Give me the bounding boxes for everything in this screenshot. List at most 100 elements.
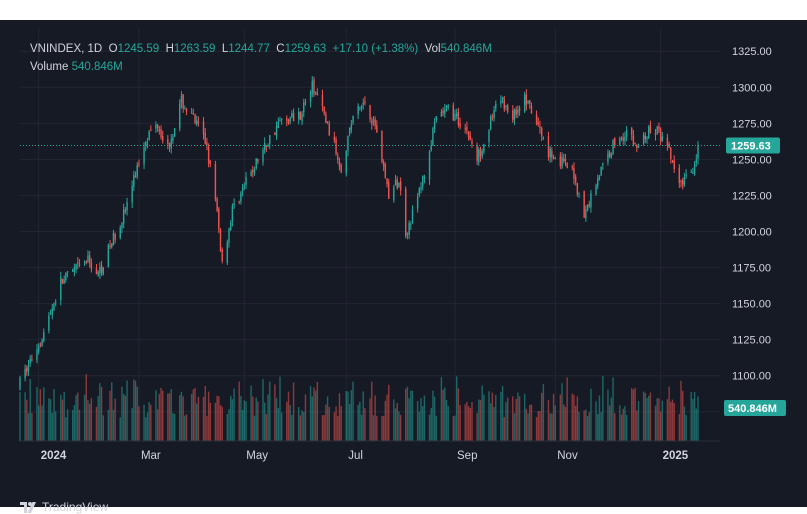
brand-name: TradingView (42, 500, 109, 514)
candle-body (301, 113, 303, 122)
candle-body (275, 126, 278, 136)
volume-bar (656, 398, 658, 441)
candle-body (632, 135, 635, 145)
volume-bar (90, 398, 93, 441)
volume-bar (481, 385, 483, 441)
candle-body (180, 95, 183, 103)
candle-body (313, 79, 315, 95)
candle-body (381, 130, 383, 163)
volume-bar (452, 416, 455, 441)
candle-body (539, 126, 541, 129)
volume-bar (649, 392, 652, 441)
volume-bar (209, 402, 212, 441)
volume-bar (590, 388, 592, 441)
volume-label[interactable]: Volume (30, 61, 69, 73)
volume-bar (185, 414, 188, 441)
candle-body (184, 108, 186, 110)
volume-bar (107, 409, 110, 441)
candle-body (364, 101, 366, 104)
volume-bar (182, 396, 184, 441)
volume-bar (381, 416, 383, 441)
candle-body (478, 149, 480, 163)
candle-body (323, 106, 325, 114)
candle-body (43, 332, 45, 342)
candle-body (112, 232, 115, 245)
candle-body (360, 105, 363, 109)
volume-bar (257, 401, 259, 441)
candle-body (489, 116, 492, 129)
chart-frame: 1325.00 1300.00 1275.00 1250.00 1225.00 1200.… (0, 20, 807, 514)
volume-bar (277, 408, 279, 441)
x-tick-label: Jul (348, 450, 363, 462)
candle-body (228, 228, 230, 243)
candle-body (386, 178, 388, 185)
candle-body (265, 144, 268, 148)
candle-body (190, 112, 193, 114)
volume-bar (262, 378, 264, 441)
x-tick-label: Nov (557, 450, 578, 462)
candle-body (586, 204, 589, 211)
candle-body (607, 153, 609, 162)
volume-bar (466, 401, 468, 441)
candle-body (384, 164, 387, 178)
volume-bar (316, 381, 319, 441)
volume-bar (119, 417, 121, 441)
candle-body (49, 313, 52, 315)
candle-body (578, 192, 580, 194)
volume-value: 540.846M (71, 61, 123, 73)
low-value: 1244.77 (228, 43, 270, 55)
candle-body (158, 129, 161, 132)
volume-bar (131, 408, 133, 441)
last-price-badge (726, 137, 780, 154)
volume-bar (325, 404, 327, 441)
candle-body (328, 123, 330, 136)
candle-body (119, 227, 121, 238)
candle-body (311, 81, 313, 94)
volume-bar (102, 415, 104, 441)
volume-bar (145, 417, 147, 441)
candle-body (595, 184, 597, 195)
candle-body (428, 151, 431, 180)
candle-body (73, 267, 76, 273)
volume-bar (206, 416, 208, 441)
candle-body (250, 171, 252, 177)
candle-body (388, 182, 390, 199)
candle-body (202, 121, 205, 134)
candle-body (107, 244, 110, 267)
volume-bar (585, 409, 587, 441)
candle-body (347, 136, 349, 151)
volume-bar (523, 393, 526, 441)
volume-bar (535, 417, 538, 441)
volume-bar (455, 376, 458, 441)
candle-body (457, 112, 460, 125)
candle-body (357, 105, 359, 115)
candle-body (525, 94, 528, 105)
volume-bar (78, 409, 81, 441)
candle-body (126, 202, 128, 211)
volume-bar (291, 414, 293, 441)
volume-bar (321, 415, 324, 441)
volume-bar (648, 395, 650, 441)
tradingview-logo[interactable]: TradingView (20, 500, 108, 514)
volume-bar (600, 412, 602, 441)
volume-bar (586, 416, 589, 441)
candle-body (24, 368, 26, 379)
volume-bar (598, 395, 601, 441)
vol-key: Vol (424, 43, 441, 55)
last-volume-label: 540.846M (728, 403, 777, 415)
volume-bar (433, 396, 436, 441)
symbol-label[interactable]: VNINDEX, 1D (30, 43, 103, 55)
chart-canvas[interactable]: 1325.00 1300.00 1275.00 1250.00 1225.00 1200.… (0, 20, 807, 507)
candle-body (194, 113, 196, 124)
x-tick-label: Mar (141, 450, 161, 462)
candle-body (122, 209, 125, 224)
candle-body (481, 151, 483, 157)
candle-body (100, 265, 103, 273)
volume-bar (551, 413, 553, 441)
volume-bar (313, 387, 315, 441)
candle-body (172, 136, 174, 141)
volume-bar (529, 404, 531, 441)
candle-body (131, 185, 133, 203)
candle-body (133, 174, 135, 187)
candle-body (505, 105, 507, 107)
